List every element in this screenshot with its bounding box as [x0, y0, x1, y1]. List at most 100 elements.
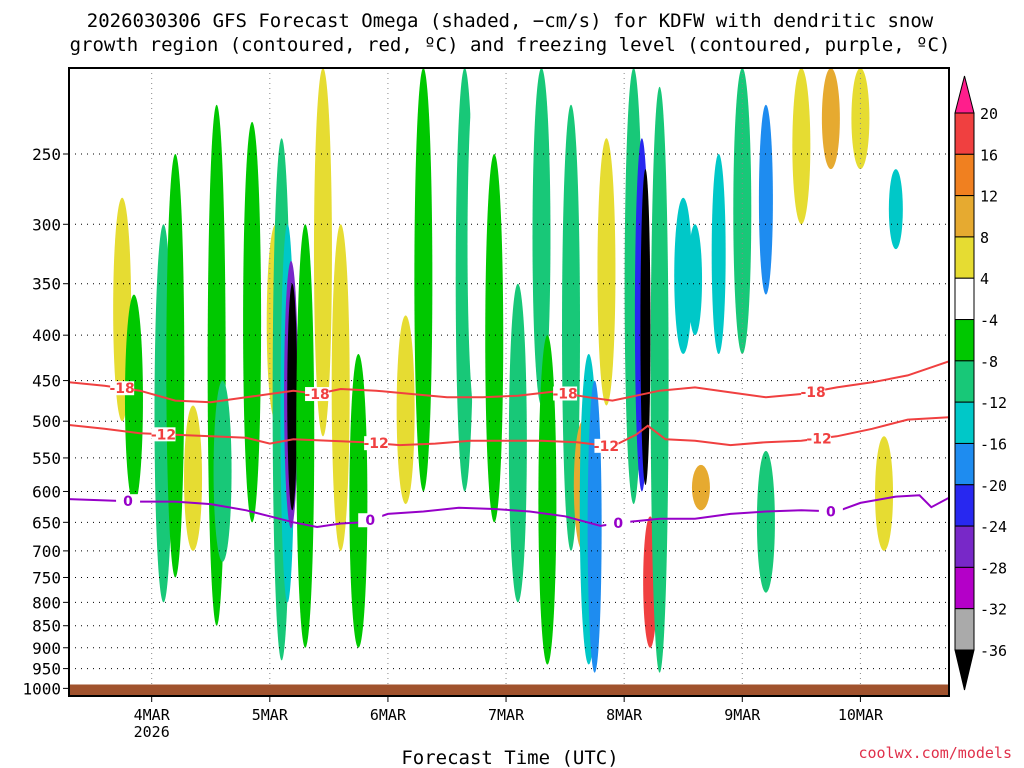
omega-feature: [875, 436, 894, 551]
colorbar-swatch: [954, 112, 975, 155]
omega-feature: [650, 86, 669, 673]
contour-label-bg: [594, 438, 619, 453]
y-tick-label: 450: [32, 372, 61, 391]
x-tick-label: 9MAR: [724, 706, 761, 724]
colorbar-label: 20: [980, 105, 998, 123]
omega-feature: [562, 104, 581, 551]
omega-feature: [587, 380, 602, 673]
contour-label: -18: [110, 381, 135, 397]
omega-feature: [349, 353, 368, 648]
y-tick-label: 350: [32, 275, 61, 294]
y-tick-label: 400: [32, 326, 61, 345]
y-tick-label: 250: [32, 145, 61, 164]
colorbar-swatch: [954, 360, 975, 403]
colorbar-label: -32: [980, 601, 1007, 619]
colorbar-swatch: [954, 442, 975, 486]
contour-label: -18: [801, 385, 826, 401]
contour-label: -12: [363, 436, 388, 452]
colorbar: 20 16 12 8 4 -4 -8 -12 -16 -20 -24 -28 -32 -36: [954, 75, 1007, 691]
omega-feature: [532, 68, 551, 406]
plot-frame: [68, 67, 950, 697]
colorbar-swatch: [954, 236, 975, 279]
y-tick-label: 950: [32, 660, 61, 679]
contour-label-bg: [110, 381, 135, 396]
colorbar-swatch: [954, 484, 975, 527]
omega-feature: [414, 68, 433, 492]
colorbar-swatch: [954, 277, 975, 321]
contour-label-bg: [818, 504, 843, 519]
omega-feature: [821, 68, 840, 170]
contour-label: 0: [365, 513, 375, 529]
y-tick-label: 800: [32, 593, 61, 612]
contour-label-bg: [358, 513, 383, 528]
colorbar-label: -36: [980, 642, 1007, 660]
omega-feature: [888, 169, 903, 250]
colorbar-label: -16: [980, 435, 1007, 453]
omega-feature: [792, 68, 811, 225]
omega-feature: [331, 224, 350, 551]
colorbar-bottom-arrow: [954, 649, 975, 691]
contour-label: 0: [826, 504, 836, 520]
omega-feature: [691, 464, 710, 511]
x-tick-label: 10MAR: [838, 706, 884, 724]
omega-feature: [166, 154, 185, 578]
omega-feature: [711, 154, 726, 354]
colorbar-label: -12: [980, 394, 1007, 412]
contour-label-bg: [364, 436, 389, 451]
colorbar-top-arrow: [954, 75, 975, 114]
x-tick-label: 5MAR: [252, 706, 289, 724]
contour-label-bg: [801, 384, 826, 399]
omega-feature: [538, 335, 557, 665]
omega-feature: [184, 405, 203, 551]
y-tick-label: 550: [32, 449, 61, 468]
colorbar-swatch: [954, 566, 975, 610]
contour-label: -18: [552, 386, 577, 402]
colorbar-swatch: [954, 153, 975, 197]
y-tick-label: 900: [32, 639, 61, 658]
contour-layer: -18 -18 -18 -18 -12 -12 -12 -12 0 0 0 0: [69, 360, 949, 532]
chart-title-line-1: 2026030306 GFS Forecast Omega (shaded, −…: [87, 10, 934, 32]
contour-label-bg: [116, 494, 141, 509]
contour-label: -12: [151, 427, 176, 443]
y-tick-label: 650: [32, 513, 61, 532]
y-tick-label: 850: [32, 617, 61, 636]
colorbar-label: 8: [980, 229, 989, 247]
x-tick-label: 7MAR: [488, 706, 525, 724]
omega-feature: [396, 315, 415, 505]
y-tick-label: 600: [32, 482, 61, 501]
credit-text: coolwx.com/models: [858, 744, 1012, 762]
colorbar-swatch: [954, 401, 975, 444]
contour-label: -12: [806, 432, 831, 448]
omega-feature: [243, 121, 262, 523]
omega-feature: [597, 138, 616, 406]
colorbar-label: -8: [980, 353, 998, 371]
contour-label: -12: [594, 439, 619, 455]
x-tick-year-label: 2026: [134, 723, 170, 741]
omega-feature: [756, 450, 775, 593]
colorbar-label: -4: [980, 312, 998, 330]
omega-feature: [674, 197, 693, 354]
contour-label-bg: [553, 386, 578, 401]
colorbar-label: -28: [980, 559, 1007, 577]
y-tick-label: 750: [32, 568, 61, 587]
colorbar-swatch: [954, 319, 975, 362]
colorbar-label: 12: [980, 188, 998, 206]
contour-line: [69, 416, 949, 448]
contour-label: 0: [613, 516, 623, 532]
contour-line: [69, 360, 949, 404]
omega-feature: [508, 283, 527, 603]
omega-feature: [213, 380, 232, 562]
omega-feature: [296, 224, 315, 648]
y-tick-label: 500: [32, 412, 61, 431]
contour-label-bg: [606, 516, 631, 531]
omega-feature: [313, 68, 332, 437]
y-tick-label: 1000: [22, 679, 61, 698]
colorbar-swatch: [954, 195, 975, 238]
contour-label: -18: [304, 387, 329, 403]
contour-label-bg: [151, 427, 176, 442]
chart-title-line-2: growth region (contoured, red, ºC) and f…: [70, 34, 951, 56]
x-tick-label: 6MAR: [370, 706, 407, 724]
colorbar-label: 16: [980, 146, 998, 164]
